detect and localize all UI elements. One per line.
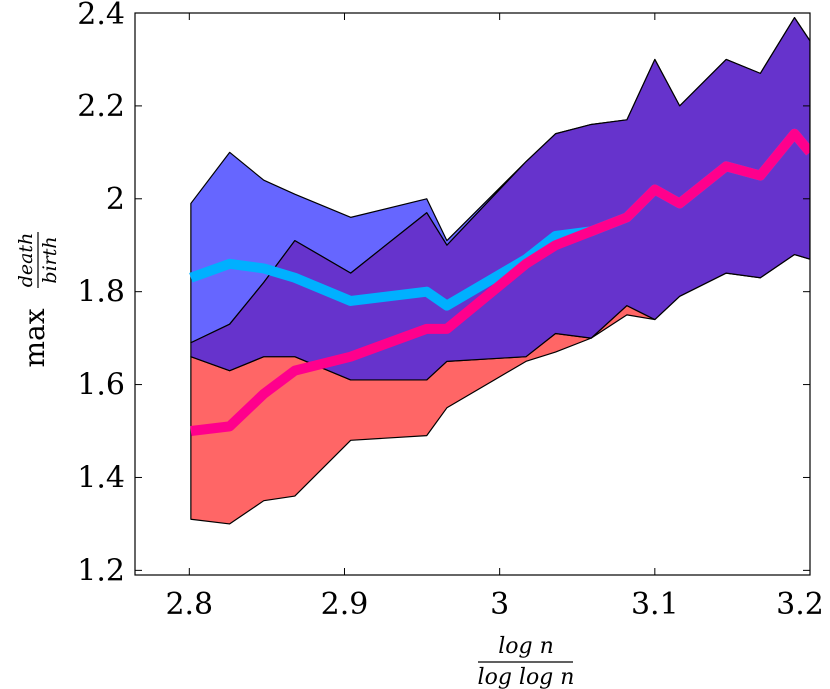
- band-layer: [190, 17, 810, 525]
- x-tick-label: 2.8: [165, 587, 213, 622]
- mean-line-series-2: [190, 128, 810, 436]
- x-tick-label: 3.1: [631, 587, 679, 622]
- mean-line-layer: [189, 128, 810, 436]
- y-tick-label: 1.4: [77, 460, 125, 495]
- plot-frame: [134, 12, 811, 576]
- x-axis-label: log n log log n: [478, 634, 575, 689]
- y-tick-label: 1.6: [77, 368, 125, 403]
- x-tick-label: 3.2: [776, 587, 824, 622]
- y-axis-label: max death birth: [15, 232, 61, 368]
- x-tick-label: 2.9: [321, 587, 369, 622]
- x-axis-label-numerator: log n: [498, 634, 554, 659]
- y-axis-label-prefix: max: [18, 308, 51, 367]
- y-axis-label-denominator: birth: [39, 236, 61, 283]
- y-tick-label: 1.2: [77, 553, 125, 588]
- x-axis-label-denominator: log log n: [478, 665, 575, 689]
- y-axis: 1.2 1.4 1.6 1.8 2 2.2 2.4: [77, 0, 810, 588]
- y-tick-label: 2: [106, 182, 125, 217]
- y-axis-label-numerator: death: [15, 233, 37, 288]
- band-overlap: [190, 17, 810, 381]
- y-tick-label: 2.4: [77, 0, 125, 32]
- y-tick-label: 2.2: [77, 89, 125, 124]
- y-tick-label: 1.8: [77, 275, 125, 310]
- x-tick-label: 3: [490, 587, 509, 622]
- x-axis: 2.8 2.9 3 3.1 3.2: [165, 13, 824, 622]
